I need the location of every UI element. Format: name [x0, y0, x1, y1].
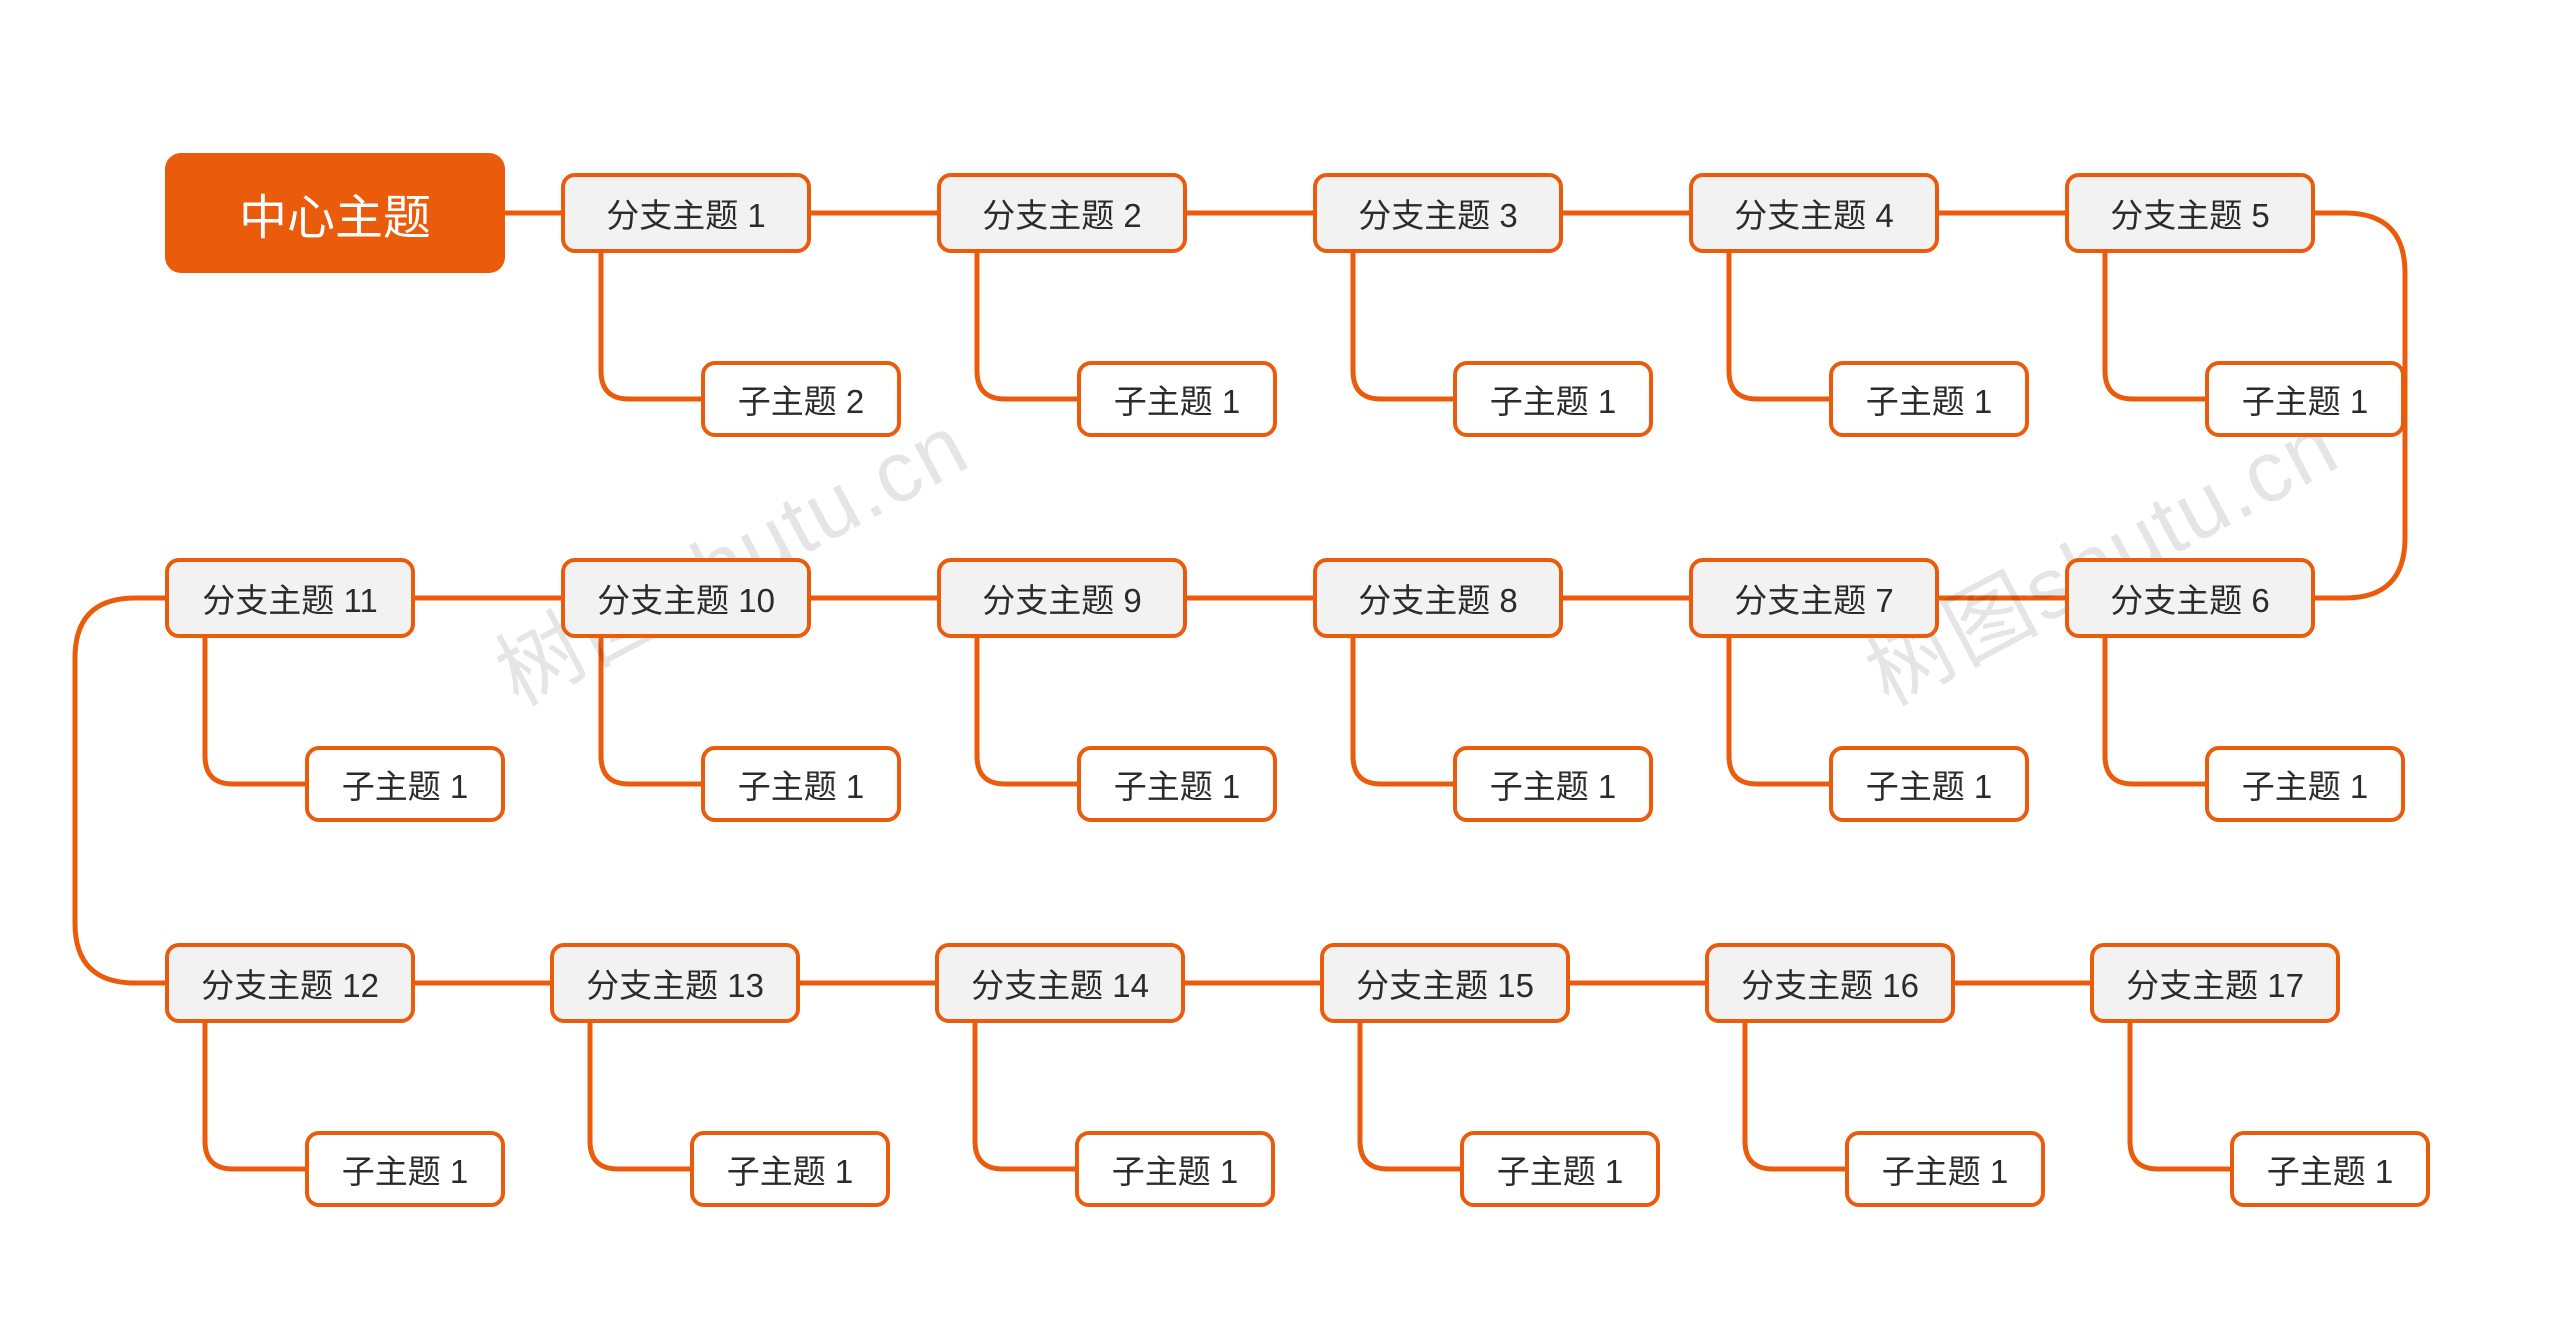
node-label: 子主题 1	[727, 1145, 854, 1193]
node-label: 分支主题 16	[1741, 959, 1919, 1007]
node-label: 子主题 1	[1866, 760, 1993, 808]
branch-topic-node[interactable]: 分支主题 14	[935, 943, 1185, 1023]
sub-topic-node[interactable]: 子主题 1	[1829, 361, 2029, 437]
branch-topic-node[interactable]: 分支主题 10	[561, 558, 811, 638]
sub-topic-node[interactable]: 子主题 2	[701, 361, 901, 437]
branch-topic-node[interactable]: 分支主题 11	[165, 558, 415, 638]
sub-topic-node[interactable]: 子主题 1	[1077, 361, 1277, 437]
sub-topic-node[interactable]: 子主题 1	[1829, 746, 2029, 822]
branch-topic-node[interactable]: 分支主题 16	[1705, 943, 1955, 1023]
sub-topic-node[interactable]: 子主题 1	[2230, 1131, 2430, 1207]
node-label: 子主题 1	[1882, 1145, 2009, 1193]
node-label: 子主题 1	[1497, 1145, 1624, 1193]
node-label: 子主题 1	[1112, 1145, 1239, 1193]
branch-topic-node[interactable]: 分支主题 4	[1689, 173, 1939, 253]
node-label: 子主题 1	[1490, 375, 1617, 423]
sub-topic-node[interactable]: 子主题 1	[1077, 746, 1277, 822]
node-label: 子主题 1	[1114, 375, 1241, 423]
node-label: 分支主题 12	[201, 959, 379, 1007]
node-label: 分支主题 3	[1358, 189, 1518, 237]
branch-topic-node[interactable]: 分支主题 8	[1313, 558, 1563, 638]
node-label: 分支主题 9	[982, 574, 1142, 622]
branch-topic-node[interactable]: 分支主题 17	[2090, 943, 2340, 1023]
node-label: 子主题 2	[738, 375, 865, 423]
node-label: 中心主题	[239, 178, 431, 248]
sub-topic-node[interactable]: 子主题 1	[2205, 746, 2405, 822]
sub-topic-node[interactable]: 子主题 1	[1460, 1131, 1660, 1207]
node-label: 子主题 1	[2267, 1145, 2394, 1193]
node-label: 子主题 1	[342, 760, 469, 808]
node-label: 分支主题 14	[971, 959, 1149, 1007]
node-label: 子主题 1	[738, 760, 865, 808]
root-topic-node[interactable]: 中心主题	[165, 153, 505, 273]
branch-topic-node[interactable]: 分支主题 5	[2065, 173, 2315, 253]
sub-topic-node[interactable]: 子主题 1	[1075, 1131, 1275, 1207]
sub-topic-node[interactable]: 子主题 1	[1453, 746, 1653, 822]
sub-topic-node[interactable]: 子主题 1	[690, 1131, 890, 1207]
sub-topic-node[interactable]: 子主题 1	[2205, 361, 2405, 437]
branch-topic-node[interactable]: 分支主题 15	[1320, 943, 1570, 1023]
sub-topic-node[interactable]: 子主题 1	[1453, 361, 1653, 437]
node-label: 分支主题 13	[586, 959, 764, 1007]
branch-topic-node[interactable]: 分支主题 3	[1313, 173, 1563, 253]
node-label: 分支主题 7	[1734, 574, 1894, 622]
node-label: 子主题 1	[342, 1145, 469, 1193]
node-label: 子主题 1	[1114, 760, 1241, 808]
node-label: 子主题 1	[1866, 375, 1993, 423]
node-label: 分支主题 15	[1356, 959, 1534, 1007]
node-label: 分支主题 8	[1358, 574, 1518, 622]
node-label: 子主题 1	[2242, 760, 2369, 808]
branch-topic-node[interactable]: 分支主题 1	[561, 173, 811, 253]
node-label: 分支主题 5	[2110, 189, 2270, 237]
branch-topic-node[interactable]: 分支主题 9	[937, 558, 1187, 638]
node-label: 分支主题 6	[2110, 574, 2270, 622]
sub-topic-node[interactable]: 子主题 1	[1845, 1131, 2045, 1207]
node-label: 分支主题 10	[597, 574, 775, 622]
node-label: 子主题 1	[1490, 760, 1617, 808]
sub-topic-node[interactable]: 子主题 1	[701, 746, 901, 822]
branch-topic-node[interactable]: 分支主题 7	[1689, 558, 1939, 638]
node-label: 分支主题 4	[1734, 189, 1894, 237]
branch-topic-node[interactable]: 分支主题 12	[165, 943, 415, 1023]
node-label: 分支主题 17	[2126, 959, 2304, 1007]
sub-topic-node[interactable]: 子主题 1	[305, 1131, 505, 1207]
node-label: 分支主题 1	[606, 189, 766, 237]
branch-topic-node[interactable]: 分支主题 2	[937, 173, 1187, 253]
sub-topic-node[interactable]: 子主题 1	[305, 746, 505, 822]
branch-topic-node[interactable]: 分支主题 13	[550, 943, 800, 1023]
branch-topic-node[interactable]: 分支主题 6	[2065, 558, 2315, 638]
node-label: 子主题 1	[2242, 375, 2369, 423]
node-label: 分支主题 11	[202, 574, 377, 622]
node-label: 分支主题 2	[982, 189, 1142, 237]
mindmap-canvas: 树图shutu.cn树图shutu.cn中心主题分支主题 1分支主题 2分支主题…	[0, 0, 2560, 1341]
